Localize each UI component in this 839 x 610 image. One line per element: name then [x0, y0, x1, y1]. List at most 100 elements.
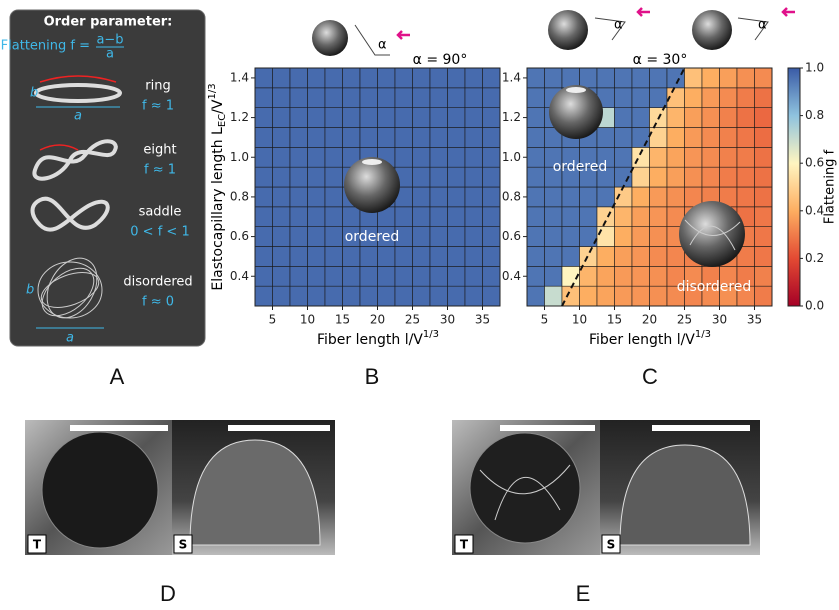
- heat-cell: [325, 167, 343, 187]
- alpha-icons: α α α: [312, 8, 795, 56]
- heat-cell: [650, 286, 668, 306]
- item-f: f ≈ 0: [142, 295, 174, 310]
- heat-cell: [632, 88, 650, 108]
- heat-cell: [483, 147, 501, 167]
- heat-cell: [308, 68, 326, 88]
- heat-cell: [685, 167, 703, 187]
- heat-cell: [702, 147, 720, 167]
- heat-cell: [465, 88, 483, 108]
- x-tick-label: 20: [642, 313, 657, 327]
- heat-cell: [580, 286, 598, 306]
- y-tick-label: 0.8: [230, 189, 249, 203]
- photos: T S T S: [25, 420, 760, 555]
- y-tick-label: 1.4: [230, 70, 249, 84]
- heat-cell: [395, 286, 413, 306]
- heat-cell: [273, 108, 291, 128]
- y-tick-label: 1.2: [230, 110, 249, 124]
- heat-cell: [527, 227, 545, 247]
- heat-cell: [597, 68, 615, 88]
- arrow-icon: [638, 8, 650, 16]
- heat-cell: [545, 247, 563, 267]
- heat-cell: [737, 128, 755, 148]
- heat-cell: [632, 108, 650, 128]
- heat-cell: [720, 68, 738, 88]
- heat-cell: [308, 108, 326, 128]
- b-label: b: [30, 86, 38, 101]
- sphere-highlight: [362, 159, 382, 165]
- heat-cell: [737, 68, 755, 88]
- heat-cell: [483, 286, 501, 306]
- heat-cell: [378, 128, 396, 148]
- heat-cell: [597, 207, 615, 227]
- heat-cell: [325, 147, 343, 167]
- heat-cell: [755, 68, 773, 88]
- heat-cell: [273, 227, 291, 247]
- figure: Order parameter: Flattening f = a−b a b …: [0, 0, 839, 610]
- heat-cell: [308, 247, 326, 267]
- heat-cell: [650, 128, 668, 148]
- heat-cell: [308, 167, 326, 187]
- heat-cell: [527, 266, 545, 286]
- heat-cell: [273, 68, 291, 88]
- sphere-image: [344, 157, 400, 213]
- heat-cell: [737, 147, 755, 167]
- heat-cell: [255, 227, 273, 247]
- heat-cell: [562, 247, 580, 267]
- order-title: Order parameter:: [44, 15, 173, 30]
- heat-cell: [615, 286, 633, 306]
- heat-cell: [685, 128, 703, 148]
- heat-cell: [702, 167, 720, 187]
- heat-cell: [483, 108, 501, 128]
- x-tick-label: 5: [269, 313, 277, 327]
- heat-cell: [685, 108, 703, 128]
- heat-cell: [562, 68, 580, 88]
- y-tick-label: 1.2: [502, 110, 521, 124]
- heat-cell: [290, 247, 308, 267]
- item-f: f ≈ 1: [142, 99, 174, 114]
- heat-cell: [667, 187, 685, 207]
- heat-cell: [255, 88, 273, 108]
- item-name: ring: [145, 79, 170, 94]
- arrow-icon: [783, 8, 795, 16]
- heat-cell: [255, 167, 273, 187]
- heat-cell: [465, 167, 483, 187]
- heat-cell: [755, 167, 773, 187]
- heat-cell: [702, 128, 720, 148]
- heat-cell: [413, 147, 431, 167]
- heat-cell: [378, 286, 396, 306]
- heat-cell: [290, 68, 308, 88]
- heat-cell: [430, 128, 448, 148]
- heat-cell: [562, 207, 580, 227]
- heat-cell: [632, 167, 650, 187]
- heat-cell: [702, 88, 720, 108]
- heat-cell: [308, 128, 326, 148]
- heat-cell: [430, 187, 448, 207]
- heat-cell: [448, 108, 466, 128]
- heat-cell: [632, 227, 650, 247]
- heat-cell: [650, 207, 668, 227]
- heat-cell: [483, 88, 501, 108]
- heat-cell: [430, 108, 448, 128]
- item-f: 0 < f < 1: [130, 225, 189, 240]
- heat-cell: [273, 207, 291, 227]
- heat-cell: [465, 187, 483, 207]
- panel-label: D: [160, 581, 176, 606]
- heat-cell: [343, 68, 361, 88]
- alpha: α: [378, 38, 387, 53]
- x-tick-label: 30: [440, 313, 455, 327]
- heat-cell: [255, 286, 273, 306]
- heat-cell: [737, 108, 755, 128]
- item-name: eight: [143, 143, 176, 158]
- heat-cell: [290, 286, 308, 306]
- heat-cell: [325, 128, 343, 148]
- heat-cell: [413, 108, 431, 128]
- heat-cell: [755, 207, 773, 227]
- heat-cell: [430, 286, 448, 306]
- x-tick-label: 10: [300, 313, 315, 327]
- heat-cell: [325, 207, 343, 227]
- sphere-icon: [548, 10, 588, 50]
- heat-cell: [325, 266, 343, 286]
- sphere-icon: [692, 10, 732, 50]
- heat-cell: [465, 128, 483, 148]
- heat-cell: [650, 227, 668, 247]
